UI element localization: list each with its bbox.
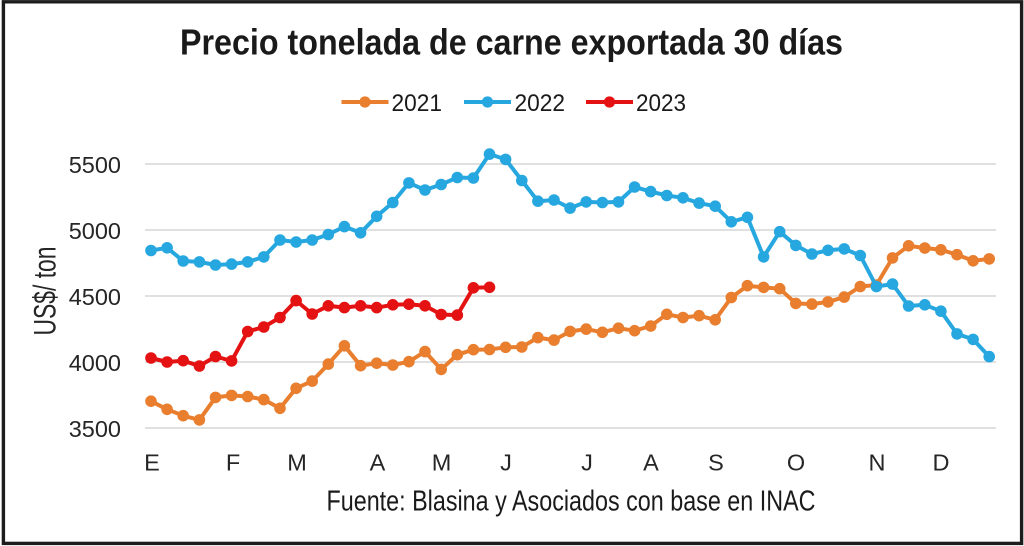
svg-text:A: A — [643, 450, 659, 476]
svg-text:US$/ ton: US$/ ton — [27, 247, 63, 336]
svg-text:4000: 4000 — [69, 350, 121, 376]
svg-text:J: J — [500, 450, 512, 476]
svg-text:Precio tonelada de carne expor: Precio tonelada de carne exportada 30 dí… — [180, 21, 843, 62]
svg-text:5500: 5500 — [69, 152, 121, 178]
svg-text:3500: 3500 — [69, 416, 121, 442]
svg-text:D: D — [933, 450, 950, 476]
svg-text:Fuente: Blasina y Asociados co: Fuente: Blasina y Asociados con base en … — [327, 486, 816, 518]
svg-text:M: M — [287, 450, 307, 476]
svg-text:S: S — [708, 450, 724, 476]
svg-text:2022: 2022 — [515, 90, 566, 117]
svg-text:E: E — [144, 450, 160, 476]
svg-text:J: J — [581, 450, 593, 476]
svg-text:2023: 2023 — [636, 90, 686, 117]
svg-text:A: A — [370, 450, 386, 476]
svg-text:4500: 4500 — [69, 284, 121, 310]
svg-text:5000: 5000 — [69, 218, 121, 244]
svg-text:2021: 2021 — [392, 90, 443, 117]
svg-text:F: F — [226, 450, 240, 476]
svg-text:M: M — [432, 450, 452, 476]
svg-text:O: O — [787, 450, 805, 476]
svg-text:N: N — [869, 450, 886, 476]
